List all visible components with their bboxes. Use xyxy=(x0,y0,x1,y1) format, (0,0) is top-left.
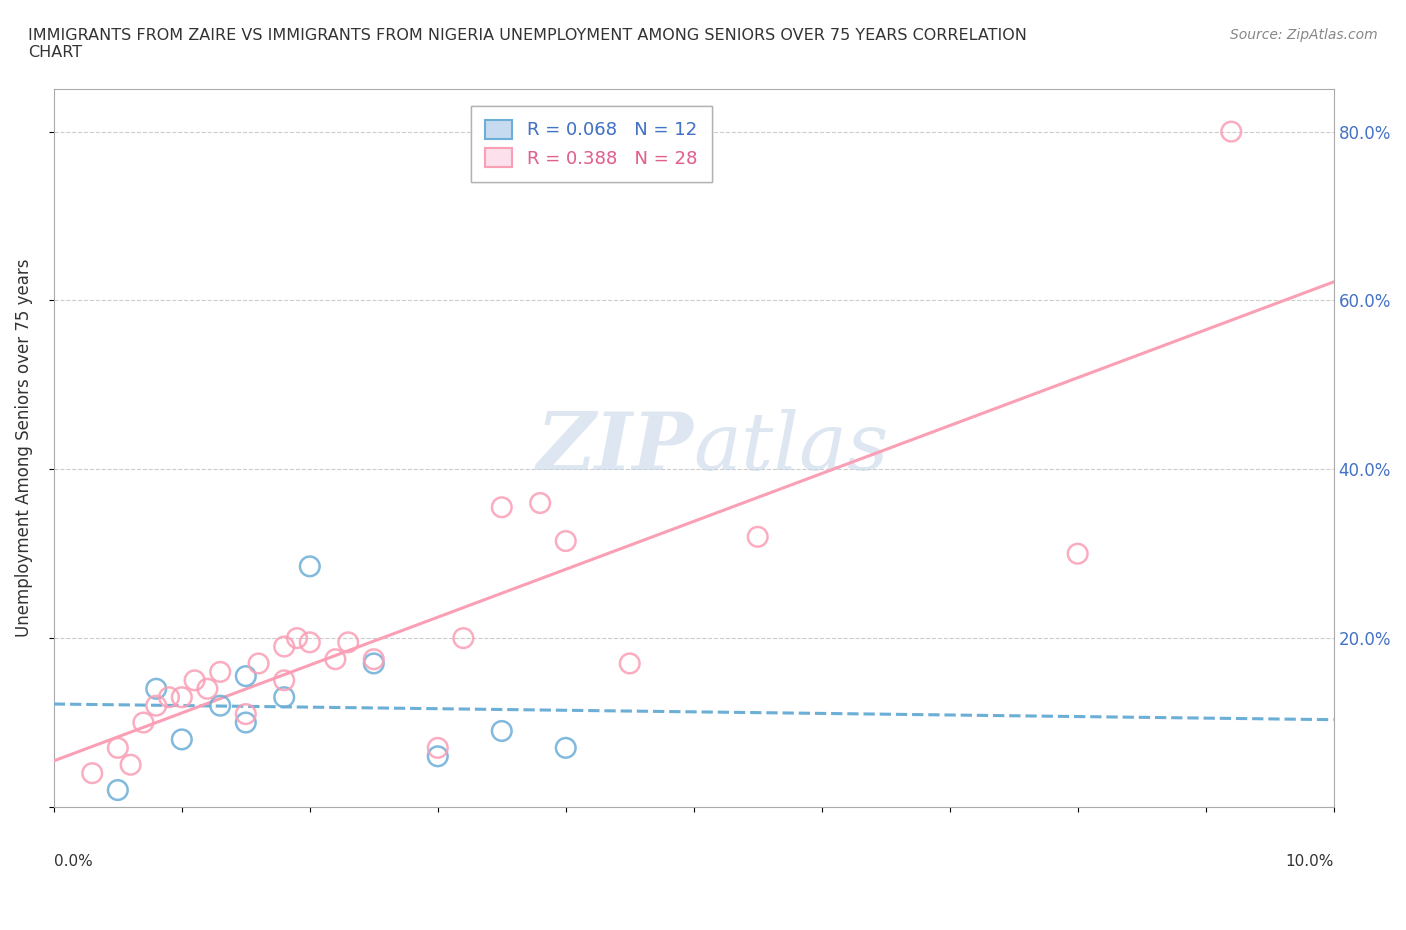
Point xyxy=(209,698,232,713)
Point xyxy=(197,682,219,697)
Point xyxy=(453,631,475,645)
Point xyxy=(247,656,270,671)
Y-axis label: Unemployment Among Seniors over 75 years: Unemployment Among Seniors over 75 years xyxy=(15,259,32,637)
Point xyxy=(426,740,449,755)
Point xyxy=(619,656,641,671)
Point xyxy=(298,635,321,650)
Point xyxy=(170,690,193,705)
Point xyxy=(337,635,360,650)
Point xyxy=(491,499,513,514)
Point xyxy=(235,707,257,722)
Point xyxy=(298,559,321,574)
Point xyxy=(209,664,232,679)
Point xyxy=(529,496,551,511)
Point xyxy=(145,682,167,697)
Text: 10.0%: 10.0% xyxy=(1285,854,1334,869)
Point xyxy=(1066,546,1088,561)
Text: atlas: atlas xyxy=(693,409,889,487)
Point xyxy=(120,757,142,772)
Point xyxy=(554,740,576,755)
Point xyxy=(554,534,576,549)
Legend: R = 0.068   N = 12, R = 0.388   N = 28: R = 0.068 N = 12, R = 0.388 N = 28 xyxy=(471,106,711,182)
Point xyxy=(363,656,385,671)
Point xyxy=(235,715,257,730)
Point xyxy=(285,631,308,645)
Text: Source: ZipAtlas.com: Source: ZipAtlas.com xyxy=(1230,28,1378,42)
Point xyxy=(183,673,205,688)
Point xyxy=(82,765,104,780)
Point xyxy=(235,669,257,684)
Text: 0.0%: 0.0% xyxy=(53,854,93,869)
Point xyxy=(170,732,193,747)
Point xyxy=(273,690,295,705)
Point xyxy=(157,690,180,705)
Point xyxy=(363,652,385,667)
Point xyxy=(426,749,449,764)
Point xyxy=(1220,125,1243,140)
Point xyxy=(107,740,129,755)
Text: IMMIGRANTS FROM ZAIRE VS IMMIGRANTS FROM NIGERIA UNEMPLOYMENT AMONG SENIORS OVER: IMMIGRANTS FROM ZAIRE VS IMMIGRANTS FROM… xyxy=(28,28,1026,60)
Point xyxy=(273,639,295,654)
Point xyxy=(273,673,295,688)
Point xyxy=(107,783,129,798)
Text: ZIP: ZIP xyxy=(537,409,693,487)
Point xyxy=(325,652,347,667)
Point xyxy=(491,724,513,738)
Point xyxy=(132,715,155,730)
Point xyxy=(747,529,769,544)
Point xyxy=(145,698,167,713)
